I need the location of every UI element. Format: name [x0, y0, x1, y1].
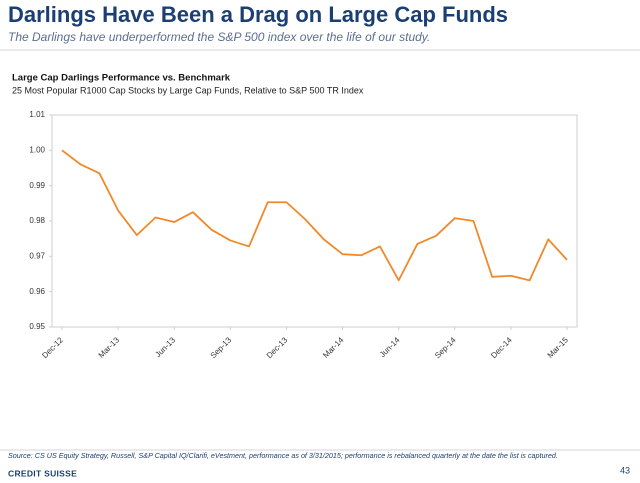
y-tick-label: 0.99 [29, 181, 45, 190]
y-tick-label: 0.95 [29, 322, 45, 331]
y-tick-label: 0.97 [29, 251, 45, 260]
x-tick-label: Jun-13 [153, 335, 177, 359]
x-tick-label: Jun-14 [378, 335, 402, 359]
source-note: Source: CS US Equity Strategy, Russell, … [8, 451, 558, 460]
x-tick-label: Mar-15 [546, 335, 571, 360]
x-tick-label: Dec-12 [40, 335, 65, 360]
chart-subtitle: 25 Most Popular R1000 Cap Stocks by Larg… [12, 85, 364, 95]
x-tick-label: Dec-13 [265, 335, 290, 360]
chart-title: Large Cap Darlings Performance vs. Bench… [12, 73, 231, 84]
x-tick-label: Sep-14 [433, 335, 458, 360]
x-tick-label: Mar-14 [321, 335, 346, 360]
page-number: 43 [620, 465, 630, 475]
logo: CREDIT SUISSE [8, 468, 77, 478]
y-tick-label: 0.96 [29, 287, 45, 296]
y-tick-label: 1.01 [29, 110, 45, 119]
x-tick-label: Dec-14 [489, 335, 514, 360]
slide-title: Darlings Have Been a Drag on Large Cap F… [8, 2, 508, 27]
x-tick-label: Mar-13 [97, 335, 122, 360]
plot-area [51, 114, 578, 328]
x-tick-label: Sep-13 [209, 335, 234, 360]
data-line [61, 149, 568, 282]
y-tick-label: 1.00 [29, 145, 45, 154]
slide-subtitle: The Darlings have underperformed the S&P… [8, 30, 430, 44]
y-tick-label: 0.98 [29, 216, 45, 225]
